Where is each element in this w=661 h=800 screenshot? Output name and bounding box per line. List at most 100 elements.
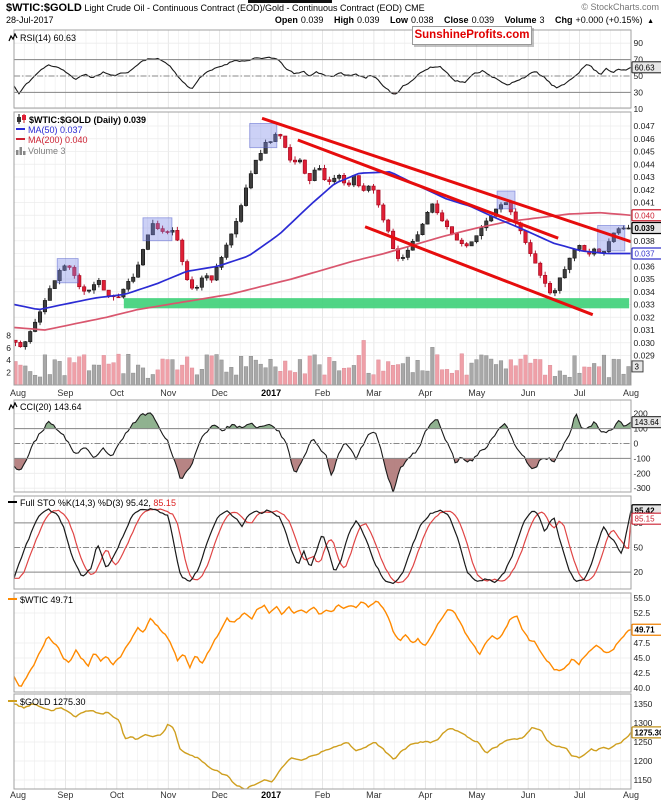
svg-text:30: 30 — [634, 87, 644, 97]
sto-dash-icon — [8, 501, 17, 503]
svg-text:0.042: 0.042 — [634, 185, 656, 195]
svg-text:0.037: 0.037 — [635, 250, 656, 259]
trendlines — [261, 116, 631, 317]
svg-text:Nov: Nov — [160, 388, 177, 398]
svg-text:49.71: 49.71 — [635, 626, 656, 635]
svg-text:Feb: Feb — [315, 790, 331, 800]
cci-series — [14, 412, 631, 492]
svg-text:0.046: 0.046 — [634, 134, 656, 144]
rsi-threshold-lines — [14, 59, 631, 93]
svg-text:60.63: 60.63 — [635, 63, 656, 72]
ma50-legend: MA(50) 0.037 — [28, 124, 83, 135]
stockcharts-copyright: © StockCharts.com — [581, 2, 659, 12]
svg-text:1150: 1150 — [634, 775, 653, 785]
svg-text:6: 6 — [6, 343, 11, 353]
gold-legend: $GOLD 1275.30 — [8, 697, 86, 708]
svg-text:0.035: 0.035 — [634, 274, 656, 284]
sto-panel-border — [13, 495, 632, 590]
cci-legend-label: CCI(20) — [20, 402, 52, 412]
svg-text:Dec: Dec — [212, 790, 229, 800]
price-legend-title: $WTIC:$GOLD (Daily) — [29, 115, 122, 125]
ticker-symbol: $WTIC:$GOLD — [6, 2, 82, 14]
svg-text:2017: 2017 — [261, 388, 281, 398]
svg-text:0.032: 0.032 — [634, 312, 656, 322]
price-value-badges: 0.040 0.039 0.037 — [631, 209, 661, 260]
gold-grid — [13, 694, 632, 789]
gold-panel-border — [13, 693, 632, 790]
wtic-legend: $WTIC 49.71 — [8, 595, 73, 606]
ma50-line — [14, 171, 631, 311]
svg-text:Dec: Dec — [212, 388, 229, 398]
svg-text:-100: -100 — [634, 453, 651, 463]
svg-text:0.029: 0.029 — [634, 351, 656, 361]
up-arrow-icon: ▲ — [647, 18, 654, 25]
wtic-axis-labels: 55.0 52.5 47.5 45.0 42.5 40.0 — [634, 593, 651, 693]
svg-text:0.038: 0.038 — [634, 236, 656, 246]
rsi-legend: RSI(14) 60.63 — [8, 32, 77, 44]
svg-text:Jul: Jul — [574, 388, 586, 398]
svg-text:100: 100 — [634, 424, 648, 434]
candlesticks — [14, 132, 631, 350]
wtic-dash-icon — [8, 598, 17, 600]
chart-date: 28-Jul-2017 — [6, 15, 54, 25]
svg-text:Aug: Aug — [10, 790, 26, 800]
cci-legend-value: 143.64 — [54, 402, 82, 412]
svg-text:Sep: Sep — [57, 388, 73, 398]
sto-legend: Full STO %K(14,3) %D(3) 95.42, 85.15 — [8, 498, 176, 509]
cci-legend: CCI(20) 143.64 — [8, 401, 82, 413]
svg-text:52.5: 52.5 — [634, 608, 651, 618]
open-label: Open — [274, 15, 298, 25]
moving-averages — [14, 171, 631, 331]
svg-text:95.42: 95.42 — [635, 506, 656, 515]
svg-text:0.034: 0.034 — [634, 287, 656, 297]
volume-axis-labels: 8 6 4 2 3 — [6, 330, 644, 378]
wtic-grid — [13, 593, 632, 692]
svg-text:1300: 1300 — [634, 718, 653, 728]
svg-text:0: 0 — [634, 439, 639, 449]
support-zone — [123, 298, 630, 309]
header-title-line: $WTIC:$GOLD Light Crude Oil - Continuous… — [6, 2, 656, 14]
candlestick-icon — [17, 114, 26, 124]
watermark-text: SunshineProfits.com — [414, 29, 530, 41]
cci-axis-labels: 200 100 0 -100 -200 -300 — [634, 409, 651, 494]
gold-legend-value: 1275.30 — [53, 697, 86, 707]
svg-text:85.15: 85.15 — [635, 515, 656, 524]
svg-text:Sep: Sep — [57, 790, 73, 800]
volume-label: Volume — [504, 15, 537, 25]
open-value: 0.039 — [300, 15, 324, 25]
gold-dash-icon — [8, 700, 17, 702]
wtic-legend-label: $WTIC — [20, 595, 48, 605]
rsi-legend-value: 60.63 — [53, 33, 77, 43]
ma200-dash-icon — [16, 138, 25, 140]
svg-text:-200: -200 — [634, 468, 651, 478]
svg-text:0.044: 0.044 — [634, 159, 656, 169]
svg-text:1350: 1350 — [634, 699, 653, 709]
svg-text:Mar: Mar — [366, 388, 382, 398]
ma200-line — [14, 211, 631, 331]
line-chart-icon — [8, 32, 18, 42]
svg-text:50: 50 — [634, 71, 644, 81]
volume-legend: Volume 3 — [28, 145, 66, 156]
rsi-value-badges: 60.63 — [631, 61, 661, 74]
top-edge-artifact — [248, 0, 332, 3]
upper-resistance-line — [261, 116, 631, 244]
svg-text:3: 3 — [635, 362, 640, 371]
svg-text:Aug: Aug — [623, 388, 639, 398]
exchange-label: CME — [404, 3, 425, 13]
svg-text:Apr: Apr — [418, 388, 432, 398]
lower-support-line — [364, 225, 594, 317]
svg-text:90: 90 — [634, 38, 644, 48]
svg-text:0.041: 0.041 — [634, 198, 656, 208]
line-chart-icon — [8, 401, 18, 411]
svg-text:45.0: 45.0 — [634, 653, 651, 663]
svg-text:0.045: 0.045 — [634, 147, 656, 157]
ohlc-quote: Open 0.039 High 0.039 Low 0.038 Close 0.039 … — [267, 15, 654, 25]
ma200-legend: MA(200) 0.040 — [28, 135, 88, 145]
bottom-x-axis-months: Aug Sep Oct Nov Dec 2017 Feb Mar Apr May Jun Jul Aug — [10, 790, 639, 800]
cci-panel-border — [13, 399, 632, 493]
rsi-panel-border — [13, 29, 632, 109]
svg-text:2017: 2017 — [261, 790, 281, 800]
svg-text:143.64: 143.64 — [635, 418, 660, 427]
ma50-legend-row: MA(50) 0.037 — [16, 125, 146, 136]
svg-text:50: 50 — [634, 543, 644, 553]
